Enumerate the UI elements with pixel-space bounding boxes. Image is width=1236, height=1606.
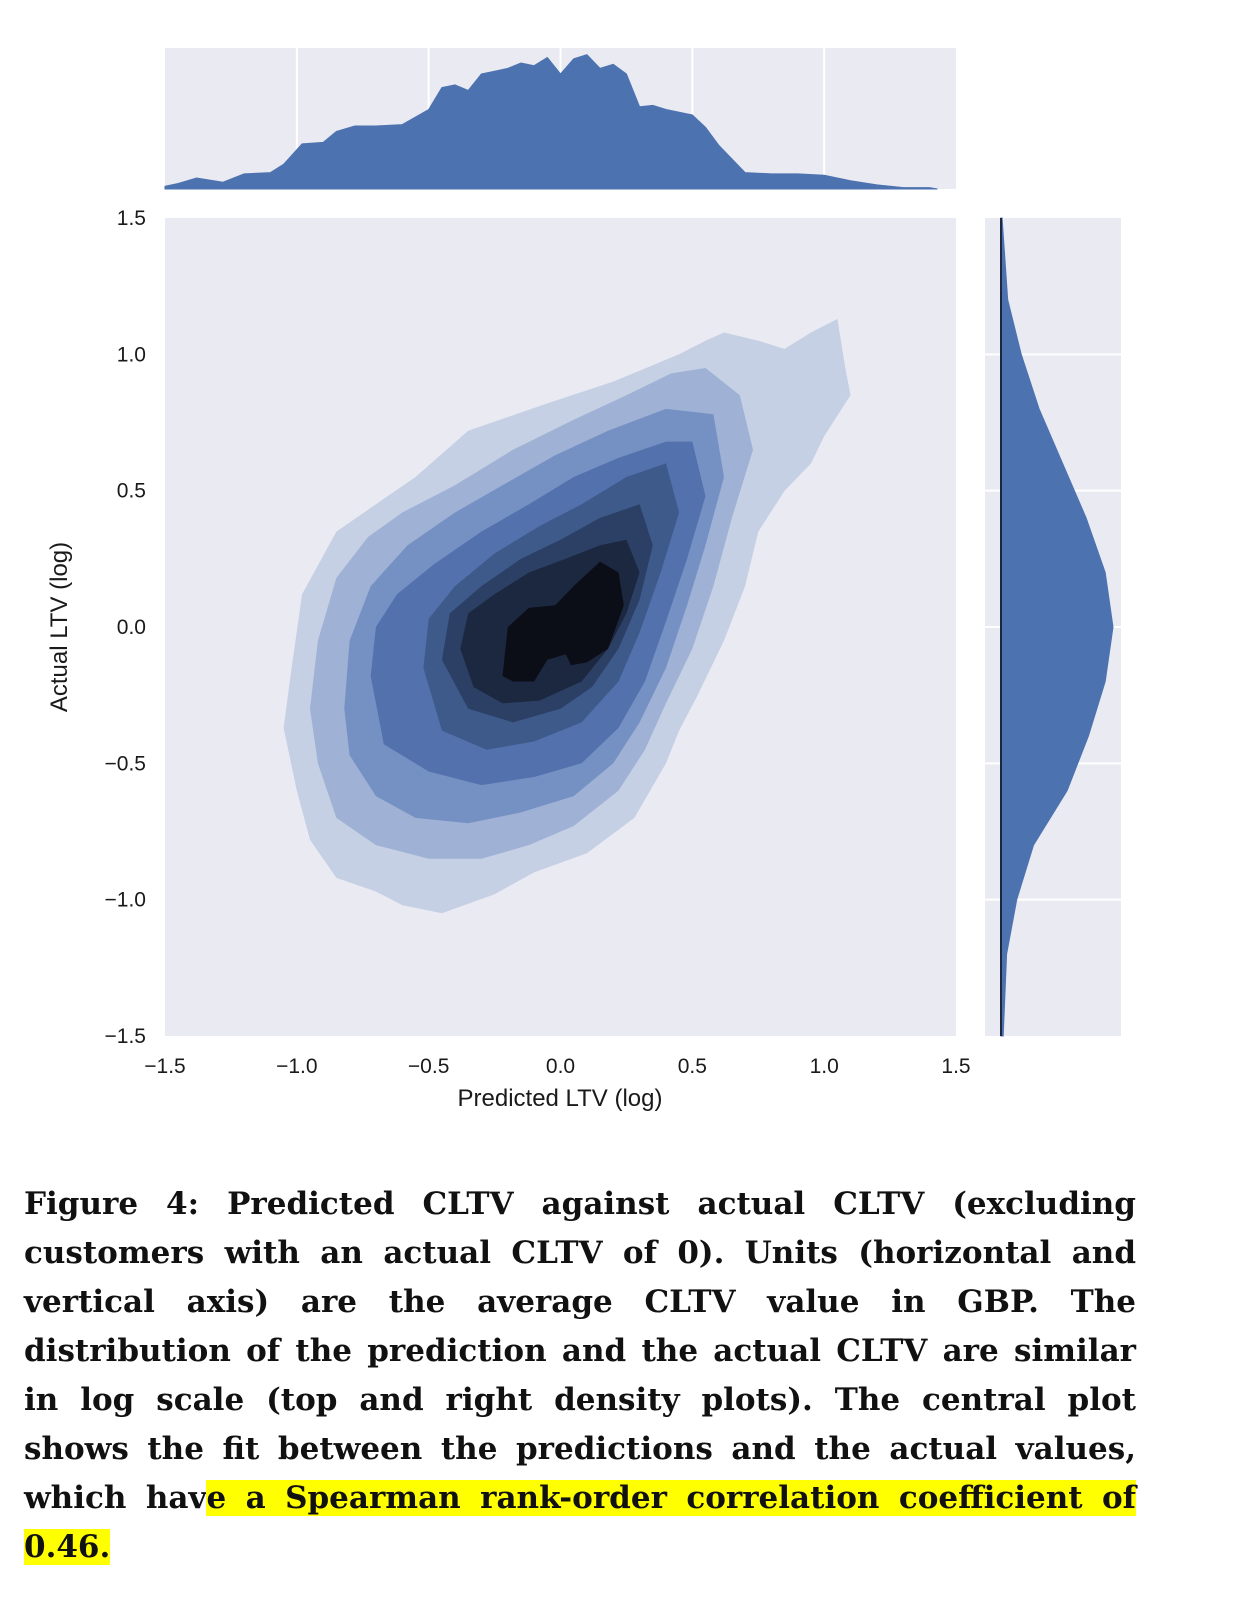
y-axis-label: Actual LTV (log) — [46, 542, 73, 712]
x-axis-ticks: −1.5 −1.0 −0.5 0.0 0.5 1.0 1.5 — [144, 1055, 970, 1078]
joint-panel: −1.5 −1.0 −0.5 0.0 0.5 1.0 1.5 −1.5 −1.0 −0.5 0.0… — [46, 207, 971, 1112]
top-density-panel — [164, 48, 956, 190]
x-tick-label-1: −1.0 — [276, 1055, 317, 1078]
y-axis-ticks: −1.5 −1.0 −0.5 0.0 0.5 1.0 1.5 — [105, 207, 146, 1048]
y-tick-label-6: 1.5 — [117, 207, 146, 230]
x-tick-label-2: −0.5 — [408, 1055, 449, 1078]
x-axis-label: Predicted LTV (log) — [458, 1085, 663, 1112]
y-tick-label-5: 1.0 — [117, 343, 146, 366]
x-tick-label-0: −1.5 — [144, 1055, 185, 1078]
x-tick-label-6: 1.5 — [941, 1055, 970, 1078]
y-tick-label-2: −0.5 — [105, 752, 146, 775]
y-tick-label-4: 0.5 — [117, 480, 146, 503]
figure-caption: Figure 4: Predicted CLTV against actual … — [24, 1180, 1136, 1572]
caption-text: Figure 4: Predicted CLTV against actual … — [24, 1186, 1136, 1516]
right-density-panel — [985, 217, 1121, 1037]
top-density-area — [164, 54, 938, 190]
y-tick-label-3: 0.0 — [117, 616, 146, 639]
y-tick-label-0: −1.5 — [105, 1025, 146, 1048]
joint-kde-contours — [283, 318, 851, 914]
x-tick-label-5: 1.0 — [810, 1055, 839, 1078]
y-tick-label-1: −1.0 — [105, 889, 146, 912]
kde-contour-level-8 — [502, 561, 624, 682]
right-density-area — [1000, 217, 1114, 1037]
x-tick-label-3: 0.0 — [546, 1055, 575, 1078]
x-tick-label-4: 0.5 — [678, 1055, 707, 1078]
joint-kde-chart: −1.5 −1.0 −0.5 0.0 0.5 1.0 1.5 −1.5 −1.0 −0.5 0.0… — [46, 48, 1121, 1112]
